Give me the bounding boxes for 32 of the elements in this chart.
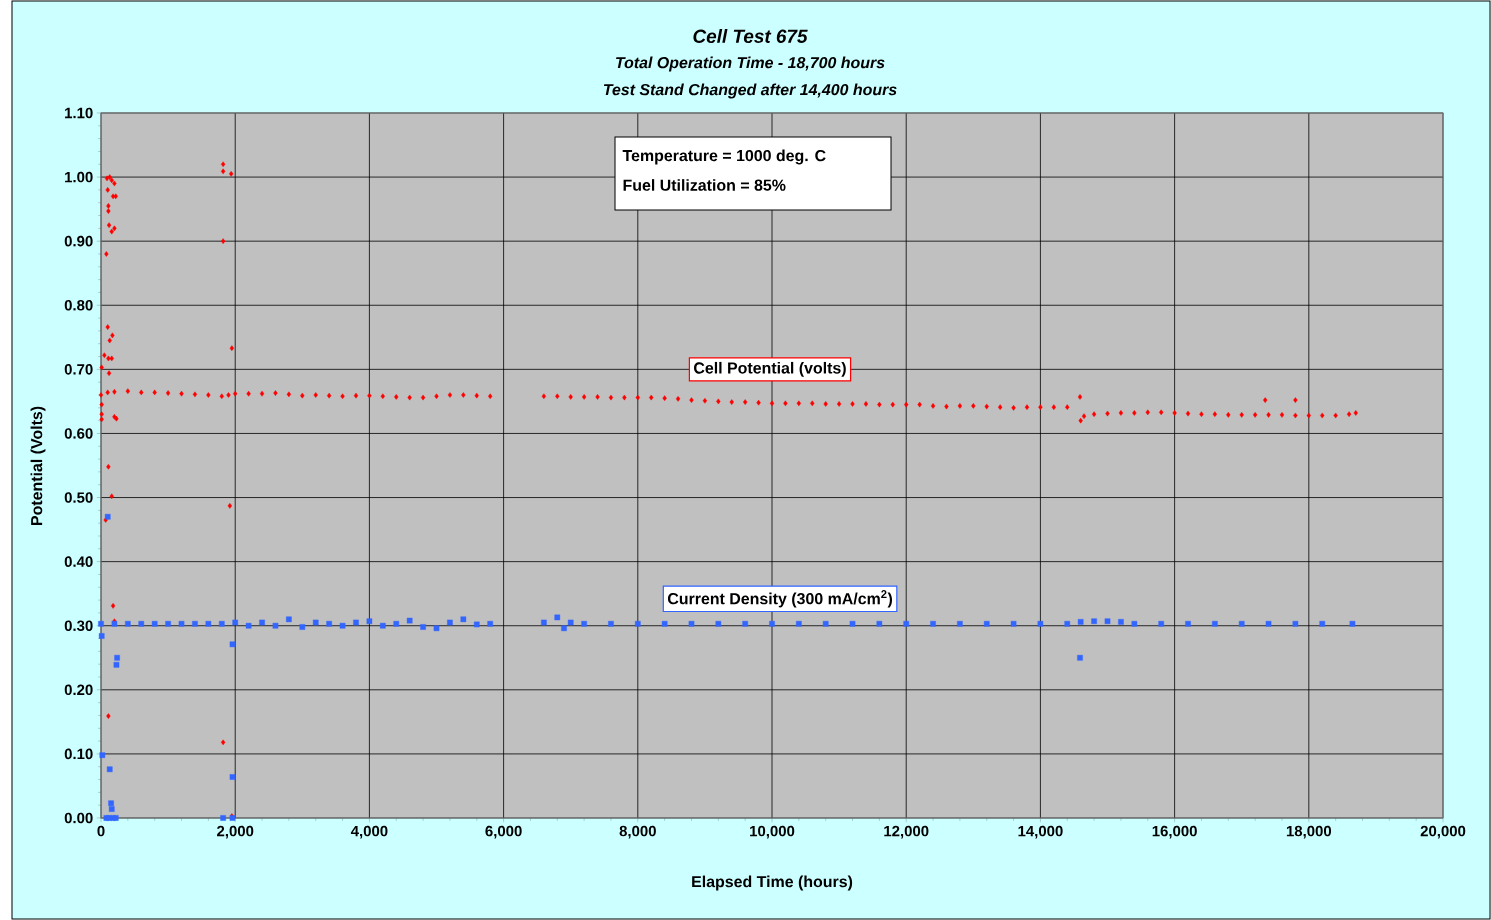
chart-title: Cell Test 675 [693,29,808,43]
x-tick-label: 20,000 [1420,825,1466,839]
x-tick-label: 18,000 [1286,825,1332,839]
x-axis-title: Elapsed Time (hours) [692,875,853,891]
x-tick-label: 8,000 [619,825,656,839]
y-tick-label: 0.60 [64,428,93,439]
y-tick-label: 0.90 [64,235,93,247]
x-tick-label: 0 [97,825,105,837]
y-tick-label: 0.80 [64,299,93,311]
y-tick-label: 0.10 [64,748,93,760]
annotation: Fuel Utilization = 85% [623,179,786,191]
x-tick-label: 6,000 [485,825,522,839]
y-tick-label: 0.70 [64,364,93,375]
y-tick-label: 0.20 [64,684,93,696]
x-tick-label: 12,000 [884,825,929,839]
y-tick-label: 1.00 [65,171,93,183]
chart-subtitle: Total Operation Time - 18,700 hours [616,56,885,72]
x-tick-label: 16,000 [1152,825,1197,839]
text: Test Stand Changed after 14,400 hours [603,83,897,99]
y-tick-label: 0.50 [64,492,93,503]
y-tick-label: 1.10 [65,107,93,119]
series-label: Current Density (300 mA/cm$^{2}$) [667,590,893,608]
x-tick-label: 14,000 [1018,825,1063,839]
y-tick-label: 0.00 [64,812,93,824]
x-tick-label: 2,000 [217,825,254,839]
y-tick-label: 0.30 [64,620,93,632]
x-tick-label: 10,000 [750,825,795,839]
x-tick-label: 4,000 [350,825,388,839]
series-label: Cell Potential (volts) [694,361,846,377]
y-tick-label: 0.40 [64,556,93,567]
annotation: Temperature = 1000 deg. C [622,149,826,165]
y-axis-title: Potential (Volts) [30,406,46,526]
